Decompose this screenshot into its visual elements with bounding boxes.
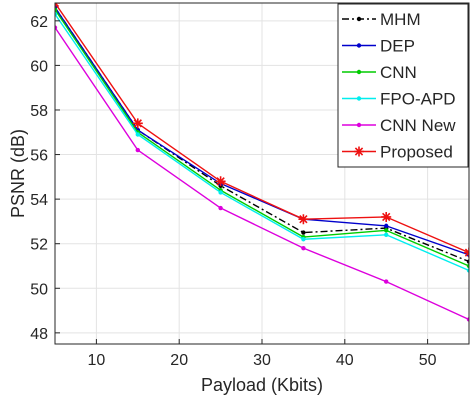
data-point-mhm [301, 230, 306, 235]
legend-label-proposed: Proposed [380, 143, 453, 162]
legend-marker-proposed [354, 146, 364, 157]
legend-label-fpo-apd: FPO-APD [380, 90, 456, 109]
data-point-fpo-apd [301, 237, 306, 242]
data-point-fpo-apd [55, 11, 58, 17]
y-tick-label: 50 [30, 281, 48, 298]
data-point-proposed [381, 211, 392, 222]
legend-marker-cnn-new [356, 122, 362, 128]
y-tick-label: 58 [30, 103, 48, 120]
data-point-dep [384, 223, 389, 229]
series-lines [55, 3, 469, 322]
data-point-cnn-new [218, 205, 223, 211]
data-point-cnn-new [301, 245, 306, 251]
y-tick-label: 48 [30, 326, 48, 343]
data-point-cnn [55, 7, 58, 12]
legend-label-cnn-new: CNN New [380, 116, 456, 135]
series-fpo-apd [55, 11, 469, 273]
series-line-cnn-new [55, 27, 469, 321]
data-point-proposed [215, 176, 226, 187]
data-point-fpo-apd [135, 132, 140, 137]
legend-box [337, 3, 469, 168]
series-line-fpo-apd [55, 13, 469, 272]
axis-ticks: 10 20 30 40 50 48 50 52 54 56 58 60 62 [30, 14, 436, 369]
legend-marker-cnn [356, 69, 362, 75]
legend: MHM DEP CNN FPO-APD CNN New Proposed [337, 3, 469, 168]
x-tick-label: 10 [88, 352, 106, 369]
legend-label-mhm: MHM [380, 10, 421, 29]
x-tick-label: 20 [170, 352, 188, 369]
legend-marker-mhm [356, 16, 362, 22]
data-point-cnn [466, 263, 469, 269]
y-tick-label: 52 [30, 237, 48, 254]
data-point-cnn-new [135, 147, 140, 153]
x-axis-label: Payload (Kbits) [201, 375, 323, 395]
y-tick-label: 56 [30, 148, 48, 165]
data-point-fpo-apd [384, 232, 389, 237]
data-point-cnn-new [55, 25, 58, 30]
x-tick-label: 40 [336, 352, 354, 369]
data-point-proposed [132, 118, 143, 129]
data-point-cnn-new [466, 317, 469, 322]
series-proposed [55, 3, 469, 258]
series-line-cnn [55, 9, 469, 267]
data-point-mhm [466, 259, 469, 264]
legend-label-cnn: CNN [380, 63, 417, 82]
data-point-fpo-apd [466, 268, 469, 273]
series-line-dep [55, 7, 469, 256]
legend-marker-fpo-apd [356, 96, 362, 101]
x-tick-label: 50 [419, 352, 437, 369]
y-tick-label: 54 [30, 192, 48, 209]
legend-label-dep: DEP [380, 37, 415, 56]
series-cnn-new [55, 25, 469, 322]
data-point-cnn-new [384, 279, 389, 284]
data-point-fpo-apd [218, 190, 223, 195]
legend-marker-dep [356, 43, 362, 48]
y-axis-label: PSNR (dB) [8, 129, 28, 218]
data-point-cnn [384, 228, 389, 233]
data-point-proposed [298, 214, 309, 225]
y-tick-label: 60 [30, 58, 48, 75]
series-line-proposed [55, 3, 469, 254]
x-tick-label: 30 [253, 352, 271, 369]
y-tick-label: 62 [30, 14, 48, 31]
